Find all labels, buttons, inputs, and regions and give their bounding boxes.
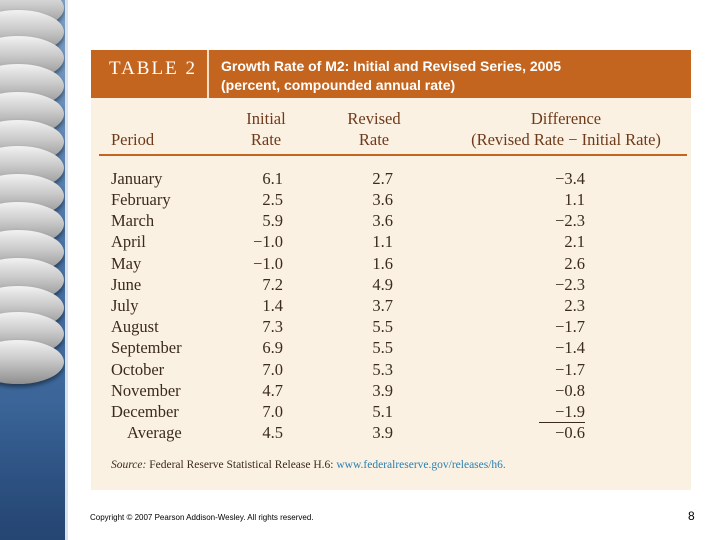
cell-period: January <box>111 169 163 188</box>
cell-difference: 1.1 <box>564 190 585 209</box>
cell-initial-rate: 4.7 <box>262 381 283 400</box>
cell-revised-rate: 3.6 <box>372 190 393 209</box>
cell-revised-rate: 3.6 <box>372 211 393 230</box>
cell-difference: −2.3 <box>555 275 585 294</box>
table-row: October 7.0 5.3 −1.7 <box>91 360 691 381</box>
cell-initial-rate: 7.3 <box>262 317 283 336</box>
cell-revised-rate: 3.9 <box>372 381 393 400</box>
cell-initial-rate: 6.9 <box>262 338 283 357</box>
cell-initial-rate: 1.4 <box>262 296 283 315</box>
table-row-average: Average 4.5 3.9 −0.6 <box>91 423 691 444</box>
header-period: Period <box>111 130 155 149</box>
banner-divider <box>207 50 209 98</box>
cell-revised-rate: 2.7 <box>372 169 393 188</box>
source-note: Source: Federal Reserve Statistical Rele… <box>111 459 506 471</box>
header-difference-bottom: (Revised Rate − Initial Rate) <box>471 130 661 149</box>
table-caption-subtitle: (percent, compounded annual rate) <box>221 77 456 93</box>
cell-difference: 2.1 <box>564 232 585 251</box>
cell-period: Average <box>127 423 182 442</box>
cell-difference: 2.3 <box>564 296 585 315</box>
cell-period: June <box>111 275 142 294</box>
cell-revised-rate: 3.9 <box>372 423 393 442</box>
cell-revised-rate: 5.1 <box>372 402 393 421</box>
cell-period: August <box>111 317 159 336</box>
cell-initial-rate: 7.0 <box>262 360 283 379</box>
cell-revised-rate: 5.5 <box>372 338 393 357</box>
cell-revised-rate: 1.1 <box>372 232 393 251</box>
cell-difference: −1.7 <box>555 317 585 336</box>
data-table: TABLE 2 Growth Rate of M2: Initial and R… <box>91 50 691 490</box>
cell-initial-rate: 7.2 <box>262 275 283 294</box>
cell-revised-rate: 3.7 <box>372 296 393 315</box>
cell-initial-rate: −1.0 <box>253 232 283 251</box>
header-initial-top: Initial <box>246 109 286 128</box>
header-difference-top: Difference <box>530 109 602 128</box>
header-revised-bottom: Rate <box>358 130 390 149</box>
copyright-notice: Copyright © 2007 Pearson Addison-Wesley.… <box>90 513 314 522</box>
cell-difference: −3.4 <box>555 169 585 188</box>
cell-period: October <box>111 360 165 379</box>
cell-initial-rate: 7.0 <box>262 402 283 421</box>
cell-difference: −0.6 <box>555 423 585 442</box>
table-row: February 2.5 3.6 1.1 <box>91 190 691 211</box>
table-banner: TABLE 2 Growth Rate of M2: Initial and R… <box>91 50 691 98</box>
table-row: July 1.4 3.7 2.3 <box>91 296 691 317</box>
table-row: September 6.9 5.5 −1.4 <box>91 338 691 359</box>
source-link[interactable]: www.federalreserve.gov/releases/h6. <box>336 459 506 471</box>
cell-revised-rate: 5.3 <box>372 360 393 379</box>
slide-edge-divider <box>65 0 68 540</box>
table-row: August 7.3 5.5 −1.7 <box>91 317 691 338</box>
cell-period: March <box>111 211 155 230</box>
table-row: December 7.0 5.1 −1.9 <box>91 402 691 423</box>
header-initial-bottom: Rate <box>250 130 282 149</box>
cell-period: April <box>111 232 146 251</box>
cell-period: May <box>111 254 142 273</box>
cell-revised-rate: 4.9 <box>372 275 393 294</box>
cell-initial-rate: 5.9 <box>262 211 283 230</box>
table-label: TABLE 2 <box>109 58 197 79</box>
cell-difference: −2.3 <box>555 211 585 230</box>
cell-difference: −1.9 <box>539 402 585 423</box>
cell-revised-rate: 1.6 <box>372 254 393 273</box>
cell-period: September <box>111 338 182 357</box>
cell-difference: −1.7 <box>555 360 585 379</box>
table-row: June 7.2 4.9 −2.3 <box>91 275 691 296</box>
cell-initial-rate: −1.0 <box>253 254 283 273</box>
source-label: Source: <box>111 459 147 471</box>
cell-initial-rate: 4.5 <box>262 423 283 442</box>
table-row: November 4.7 3.9 −0.8 <box>91 381 691 402</box>
cell-initial-rate: 6.1 <box>262 169 283 188</box>
cell-difference: −1.4 <box>555 338 585 357</box>
source-text: Federal Reserve Statistical Release H.6: <box>149 459 334 471</box>
cell-period: December <box>111 402 179 421</box>
cell-initial-rate: 2.5 <box>262 190 283 209</box>
cell-period: November <box>111 381 181 400</box>
table-caption-title: Growth Rate of M2: Initial and Revised S… <box>221 58 561 74</box>
table-row: April −1.0 1.1 2.1 <box>91 232 691 253</box>
cell-period: July <box>111 296 139 315</box>
cell-difference: 2.6 <box>564 254 585 273</box>
table-row: May −1.0 1.6 2.6 <box>91 254 691 275</box>
header-rule <box>99 154 687 156</box>
page-number: 8 <box>688 509 695 523</box>
table-row: January 6.1 2.7 −3.4 <box>91 169 691 190</box>
cell-period: February <box>111 190 171 209</box>
coin-stack-image <box>0 0 65 540</box>
cell-difference: −0.8 <box>555 381 585 400</box>
table-row: March 5.9 3.6 −2.3 <box>91 211 691 232</box>
header-revised-top: Revised <box>347 109 401 128</box>
cell-revised-rate: 5.5 <box>372 317 393 336</box>
